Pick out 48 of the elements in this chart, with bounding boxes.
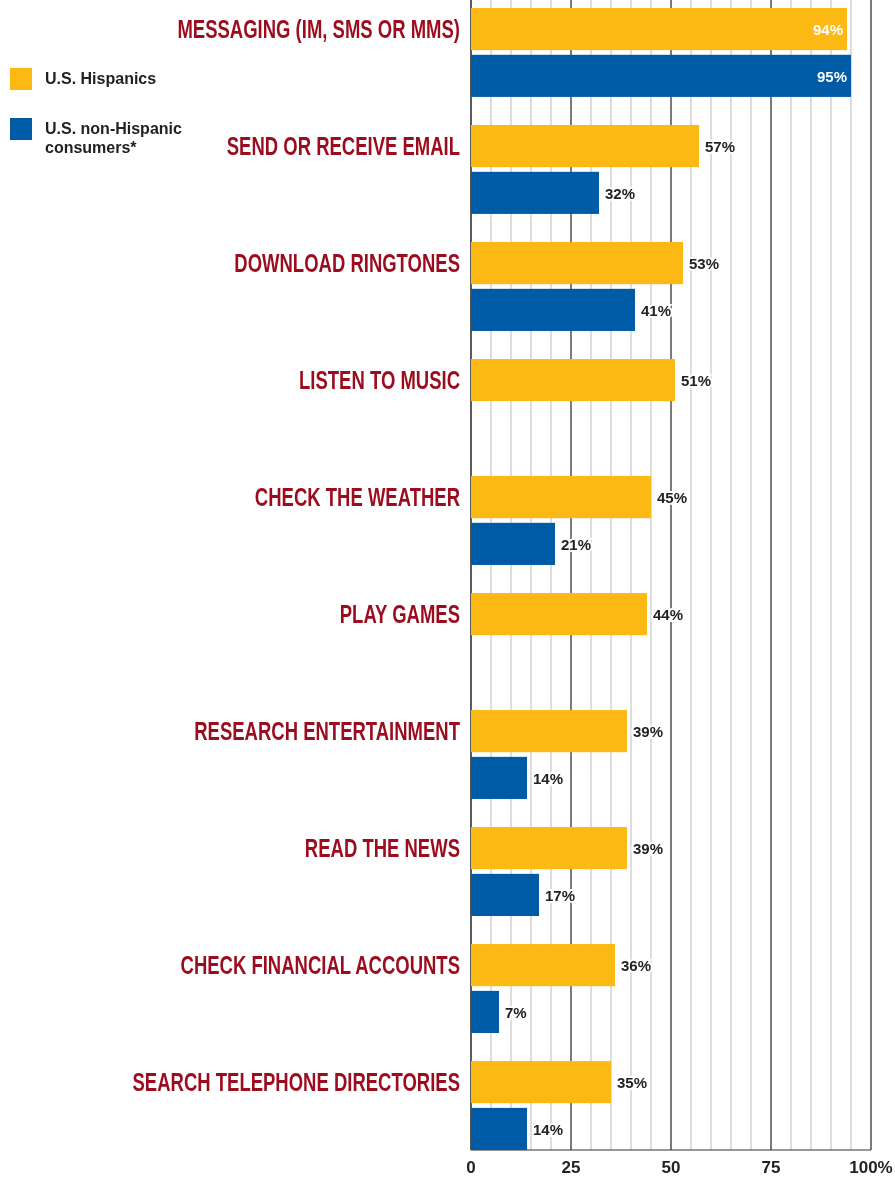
bar — [471, 171, 599, 214]
y-tick-label: CHECK FINANCIAL ACCOUNTS — [180, 951, 460, 980]
bar — [471, 710, 627, 753]
legend-label: U.S. non-Hispanic consumers* — [45, 120, 182, 156]
data-label: 14% — [533, 1120, 564, 1138]
x-tick-label: 75 — [761, 1158, 781, 1177]
bar — [471, 827, 627, 870]
y-tick-label: SEARCH TELEPHONE DIRECTORIES — [132, 1068, 460, 1097]
x-tick-label: 25 — [561, 1158, 581, 1177]
bar — [471, 1107, 527, 1150]
y-tick-label: MESSAGING (IM, SMS OR MMS) — [177, 15, 460, 44]
data-label: 53% — [689, 255, 720, 273]
bar — [471, 873, 539, 916]
data-label: 51% — [681, 372, 712, 390]
bar — [471, 476, 651, 519]
y-tick-label: LISTEN TO MUSIC — [299, 366, 461, 395]
y-tick-label: DOWNLOAD RINGTONES — [234, 249, 460, 278]
x-tick-label: 50 — [661, 1158, 681, 1177]
y-tick-label: PLAY GAMES — [339, 600, 460, 629]
y-tick-label: CHECK THE WEATHER — [254, 483, 461, 512]
data-label: 57% — [705, 138, 736, 156]
bar — [471, 522, 555, 565]
data-label: 7% — [505, 1003, 527, 1021]
data-label: 35% — [617, 1074, 648, 1092]
data-label: 32% — [605, 184, 636, 202]
bar — [471, 242, 683, 285]
data-label: 39% — [633, 840, 664, 858]
data-label: 14% — [533, 769, 564, 787]
x-tick-label: 100% — [849, 1158, 893, 1177]
legend-label: U.S. Hispanics — [45, 70, 157, 87]
bar — [471, 359, 675, 402]
bar — [471, 288, 635, 331]
bar — [471, 1061, 611, 1104]
bar — [471, 125, 699, 168]
bar — [471, 756, 527, 799]
bar — [471, 54, 851, 97]
bar — [471, 593, 647, 636]
data-label: 95% — [816, 67, 847, 85]
x-tick-label: 0 — [466, 1158, 476, 1177]
data-label: 36% — [621, 957, 652, 975]
data-label: 94% — [812, 21, 843, 39]
y-tick-label: RESEARCH ENTERTAINMENT — [194, 717, 461, 746]
bar — [471, 990, 499, 1033]
y-tick-label: SEND OR RECEIVE EMAIL — [226, 132, 460, 161]
y-tick-label: READ THE NEWS — [304, 834, 460, 863]
data-label: 39% — [633, 723, 664, 741]
bar — [471, 8, 847, 51]
bar — [471, 944, 615, 987]
